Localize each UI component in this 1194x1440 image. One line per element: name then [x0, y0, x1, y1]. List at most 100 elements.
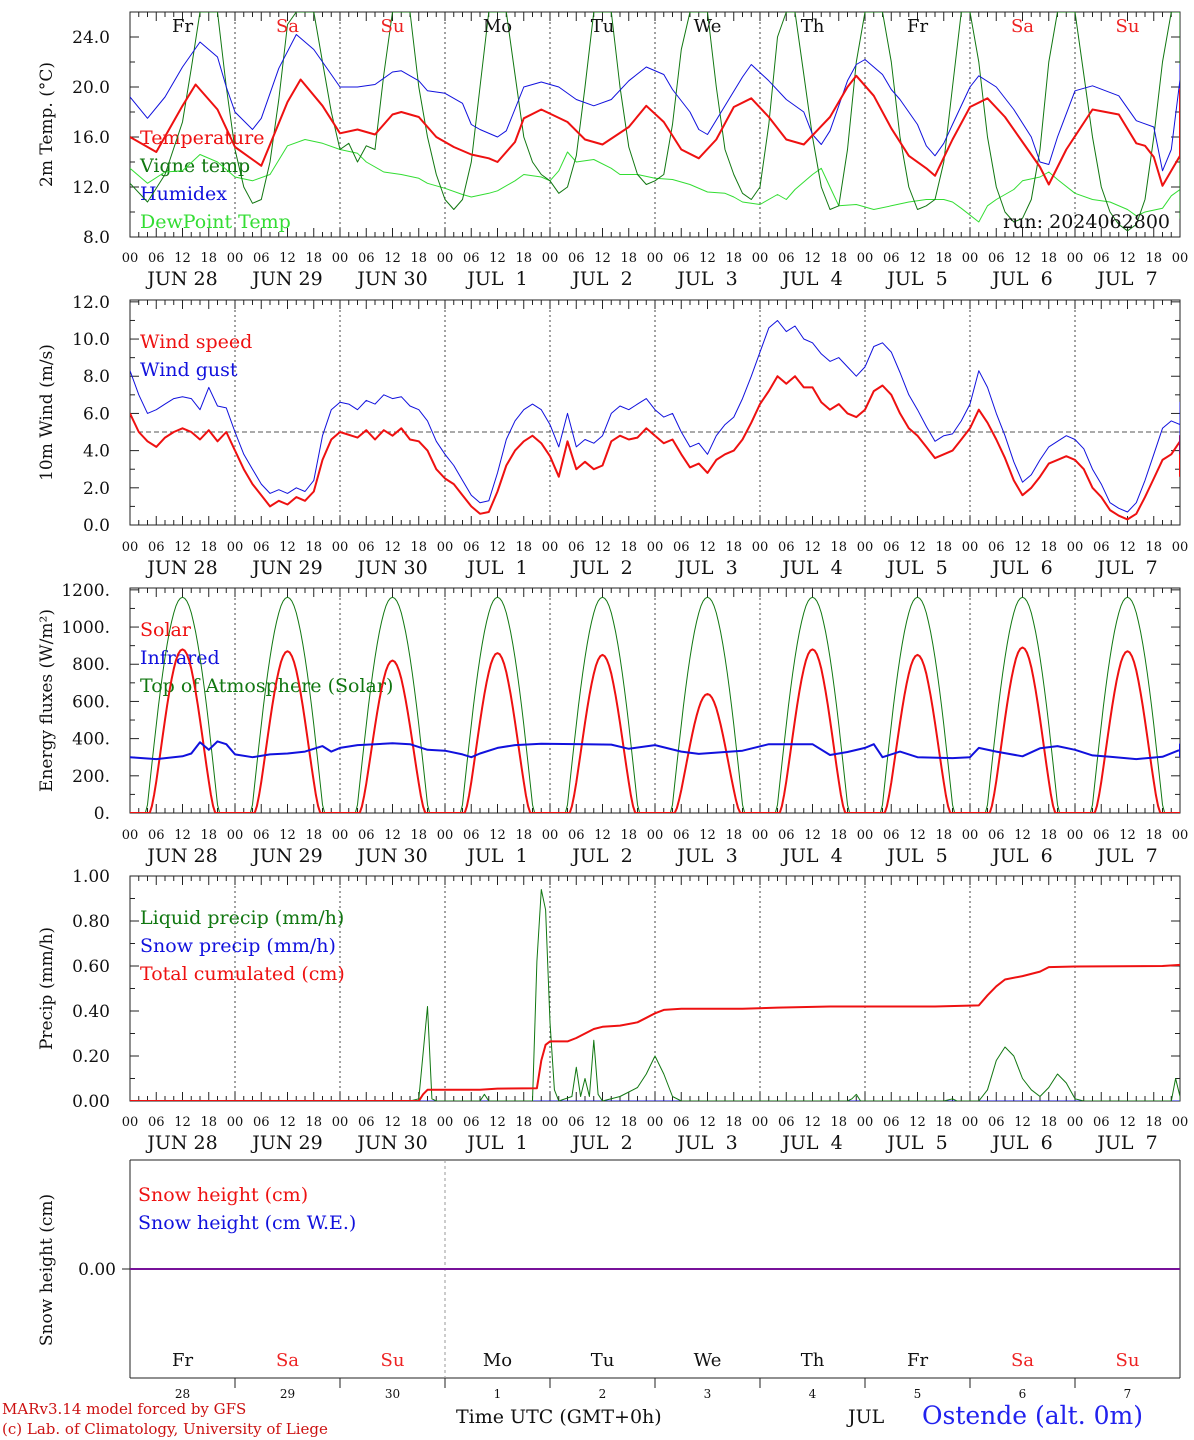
- date-label: JUL 6: [990, 557, 1052, 579]
- hour-tick-label: 06: [1093, 540, 1110, 555]
- hour-tick-label: 00: [1172, 1115, 1189, 1130]
- day-name-bottom: We: [694, 1350, 722, 1371]
- hour-tick-label: 06: [253, 828, 270, 843]
- hour-tick-label: 12: [174, 251, 191, 266]
- hour-tick-label: 06: [778, 828, 795, 843]
- hour-tick-label: 00: [647, 1115, 664, 1130]
- hour-tick-label: 00: [542, 828, 559, 843]
- y-tick-label: 0.00: [72, 1092, 110, 1112]
- hour-tick-label: 06: [358, 540, 375, 555]
- y-tick-label: 0.40: [72, 1002, 110, 1022]
- hour-tick-label: 18: [305, 1115, 322, 1130]
- hour-tick-label: 12: [909, 540, 926, 555]
- day-number: 30: [385, 1387, 400, 1401]
- hour-tick-label: 00: [752, 251, 769, 266]
- day-name-top: Sa: [1011, 16, 1034, 37]
- date-label: JUN 30: [355, 1132, 427, 1154]
- hour-tick-label: 18: [1040, 251, 1057, 266]
- hour-tick-label: 18: [725, 540, 742, 555]
- hour-tick-label: 18: [410, 1115, 427, 1130]
- hour-tick-label: 12: [699, 828, 716, 843]
- legend-entry: Snow height (cm): [138, 1184, 308, 1206]
- hour-tick-label: 00: [437, 1115, 454, 1130]
- y-tick-label: 10.0: [72, 330, 110, 350]
- day-number: 6: [1019, 1387, 1027, 1401]
- hour-tick-label: 12: [1014, 251, 1031, 266]
- hour-tick-label: 18: [620, 540, 637, 555]
- hour-tick-label: 12: [1014, 540, 1031, 555]
- hour-tick-label: 18: [305, 251, 322, 266]
- day-name-top: Sa: [276, 16, 299, 37]
- hour-tick-label: 06: [778, 1115, 795, 1130]
- hour-tick-label: 12: [594, 1115, 611, 1130]
- date-label: JUL 4: [780, 268, 842, 290]
- series-wind-gust-line: [130, 320, 1180, 513]
- hour-tick-label: 00: [542, 251, 559, 266]
- y-tick-label: 24.0: [72, 28, 110, 48]
- day-name-bottom: Sa: [276, 1350, 299, 1371]
- hour-tick-label: 18: [200, 540, 217, 555]
- hour-tick-label: 00: [1172, 540, 1189, 555]
- date-label: JUL 7: [1095, 1132, 1157, 1154]
- series-wind-speed-line: [130, 375, 1180, 521]
- hour-tick-label: 06: [568, 1115, 585, 1130]
- y-tick-label: 0.80: [72, 912, 110, 932]
- date-label: JUL 1: [465, 845, 527, 867]
- date-label: JUL 4: [780, 1132, 842, 1154]
- hour-tick-label: 06: [883, 828, 900, 843]
- date-label: JUN 28: [145, 557, 217, 579]
- hour-tick-label: 06: [253, 251, 270, 266]
- hour-tick-label: 18: [515, 251, 532, 266]
- day-name-top: Su: [1116, 16, 1140, 37]
- hour-tick-label: 06: [148, 540, 165, 555]
- hour-tick-label: 00: [857, 828, 874, 843]
- day-number: 3: [704, 1387, 712, 1401]
- hour-tick-label: 00: [227, 251, 244, 266]
- series-vigne-temp-line: [130, 12, 1180, 232]
- hour-tick-label: 06: [988, 251, 1005, 266]
- hour-tick-label: 12: [804, 540, 821, 555]
- y-tick-label: 200.: [72, 767, 110, 787]
- legend-entry: Solar: [140, 619, 192, 641]
- hour-tick-label: 18: [620, 828, 637, 843]
- hour-tick-label: 12: [384, 1115, 401, 1130]
- hour-tick-label: 00: [857, 251, 874, 266]
- date-label: JUN 28: [145, 1132, 217, 1154]
- date-label: JUN 30: [355, 845, 427, 867]
- hour-tick-label: 00: [122, 251, 139, 266]
- hour-tick-label: 00: [962, 1115, 979, 1130]
- credit-line-1: MARv3.14 model forced by GFS: [2, 1400, 247, 1418]
- hour-tick-label: 00: [227, 828, 244, 843]
- hour-tick-label: 06: [148, 251, 165, 266]
- date-label: JUL 5: [885, 1132, 947, 1154]
- panel-temperature: 8.0 12.0 16.0 20.0 24.0 2m Temp. (°C) 00 06 12 18…: [37, 11, 1188, 290]
- date-label: JUL 1: [465, 268, 527, 290]
- hour-tick-label: 00: [437, 828, 454, 843]
- hour-tick-label: 12: [384, 251, 401, 266]
- hour-tick-label: 12: [1014, 1115, 1031, 1130]
- infrared-line: [130, 740, 1180, 761]
- day-number: 4: [809, 1387, 817, 1401]
- date-label: JUN 28: [145, 845, 217, 867]
- y-tick-label: 0.: [94, 804, 110, 824]
- y-tick-label: 1200.: [61, 581, 110, 601]
- hour-tick-label: 12: [279, 828, 296, 843]
- legend-entry: Humidex: [140, 183, 227, 205]
- hour-tick-label: 18: [515, 1115, 532, 1130]
- hour-tick-label: 12: [909, 251, 926, 266]
- hour-tick-label: 00: [647, 828, 664, 843]
- date-label: JUL 6: [990, 268, 1052, 290]
- date-label: JUL 3: [675, 1132, 737, 1154]
- hour-tick-label: 06: [988, 540, 1005, 555]
- day-name-bottom: Su: [381, 1350, 405, 1371]
- hour-tick-label: 00: [122, 540, 139, 555]
- hour-tick-label: 18: [200, 251, 217, 266]
- day-number: 1: [494, 1387, 502, 1401]
- legend-entry: Temperature: [140, 127, 264, 149]
- panel-snow: 0.00 Snow height (cm) Snow height (cm) Snow…: [37, 1159, 1181, 1401]
- hour-tick-label: 12: [594, 540, 611, 555]
- hour-tick-label: 18: [515, 540, 532, 555]
- y-axis-title: 10m Wind (m/s): [37, 344, 57, 481]
- hour-tick-label: 06: [358, 1115, 375, 1130]
